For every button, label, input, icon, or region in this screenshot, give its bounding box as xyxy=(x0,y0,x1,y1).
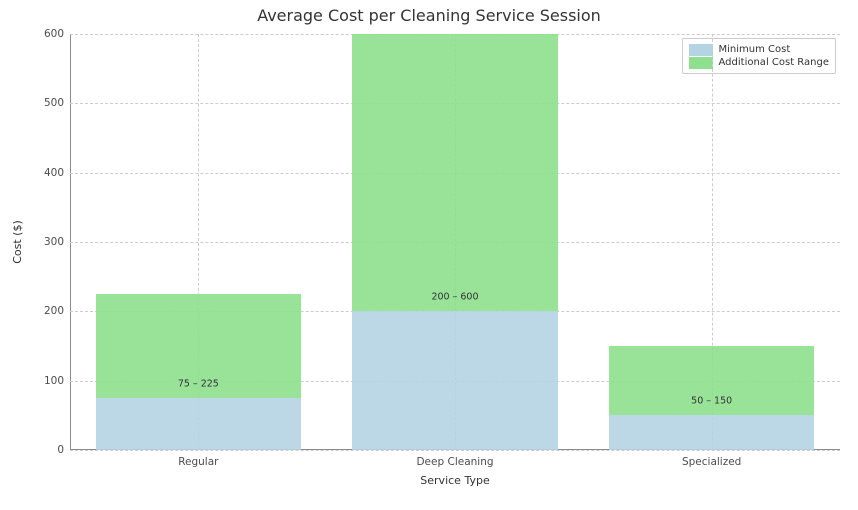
bar-min xyxy=(352,311,557,450)
y-tick-label: 0 xyxy=(57,444,70,456)
legend-swatch xyxy=(689,57,713,69)
legend-swatch xyxy=(689,44,713,56)
x-axis-label: Service Type xyxy=(420,474,489,487)
bar-range xyxy=(352,34,557,311)
bar-range-label: 200 – 600 xyxy=(431,292,478,303)
bar-range-label: 75 – 225 xyxy=(178,379,219,390)
y-tick-label: 200 xyxy=(44,305,70,317)
y-axis-label: Cost ($) xyxy=(11,220,24,264)
plot-area: Minimum CostAdditional Cost Range 010020… xyxy=(70,34,840,450)
y-tick-label: 400 xyxy=(44,167,70,179)
chart-title: Average Cost per Cleaning Service Sessio… xyxy=(0,6,858,25)
figure: Average Cost per Cleaning Service Sessio… xyxy=(0,0,858,510)
bar-range-label: 50 – 150 xyxy=(691,396,732,407)
legend: Minimum CostAdditional Cost Range xyxy=(682,38,836,74)
legend-item: Additional Cost Range xyxy=(689,56,829,69)
y-tick-label: 100 xyxy=(44,375,70,387)
y-tick-label: 600 xyxy=(44,28,70,40)
y-tick-label: 500 xyxy=(44,97,70,109)
legend-label: Additional Cost Range xyxy=(719,56,829,69)
x-tick-label: Regular xyxy=(178,450,218,468)
legend-label: Minimum Cost xyxy=(719,43,791,56)
y-tick-label: 300 xyxy=(44,236,70,248)
bar-min xyxy=(609,415,814,450)
x-tick-label: Deep Cleaning xyxy=(416,450,493,468)
x-tick-label: Specialized xyxy=(682,450,741,468)
bar-min xyxy=(96,398,301,450)
legend-item: Minimum Cost xyxy=(689,43,829,56)
